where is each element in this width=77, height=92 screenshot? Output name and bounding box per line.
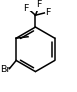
Text: F: F (23, 4, 29, 13)
Text: Br: Br (1, 65, 11, 74)
Text: F: F (45, 8, 50, 17)
Text: F: F (36, 0, 41, 9)
